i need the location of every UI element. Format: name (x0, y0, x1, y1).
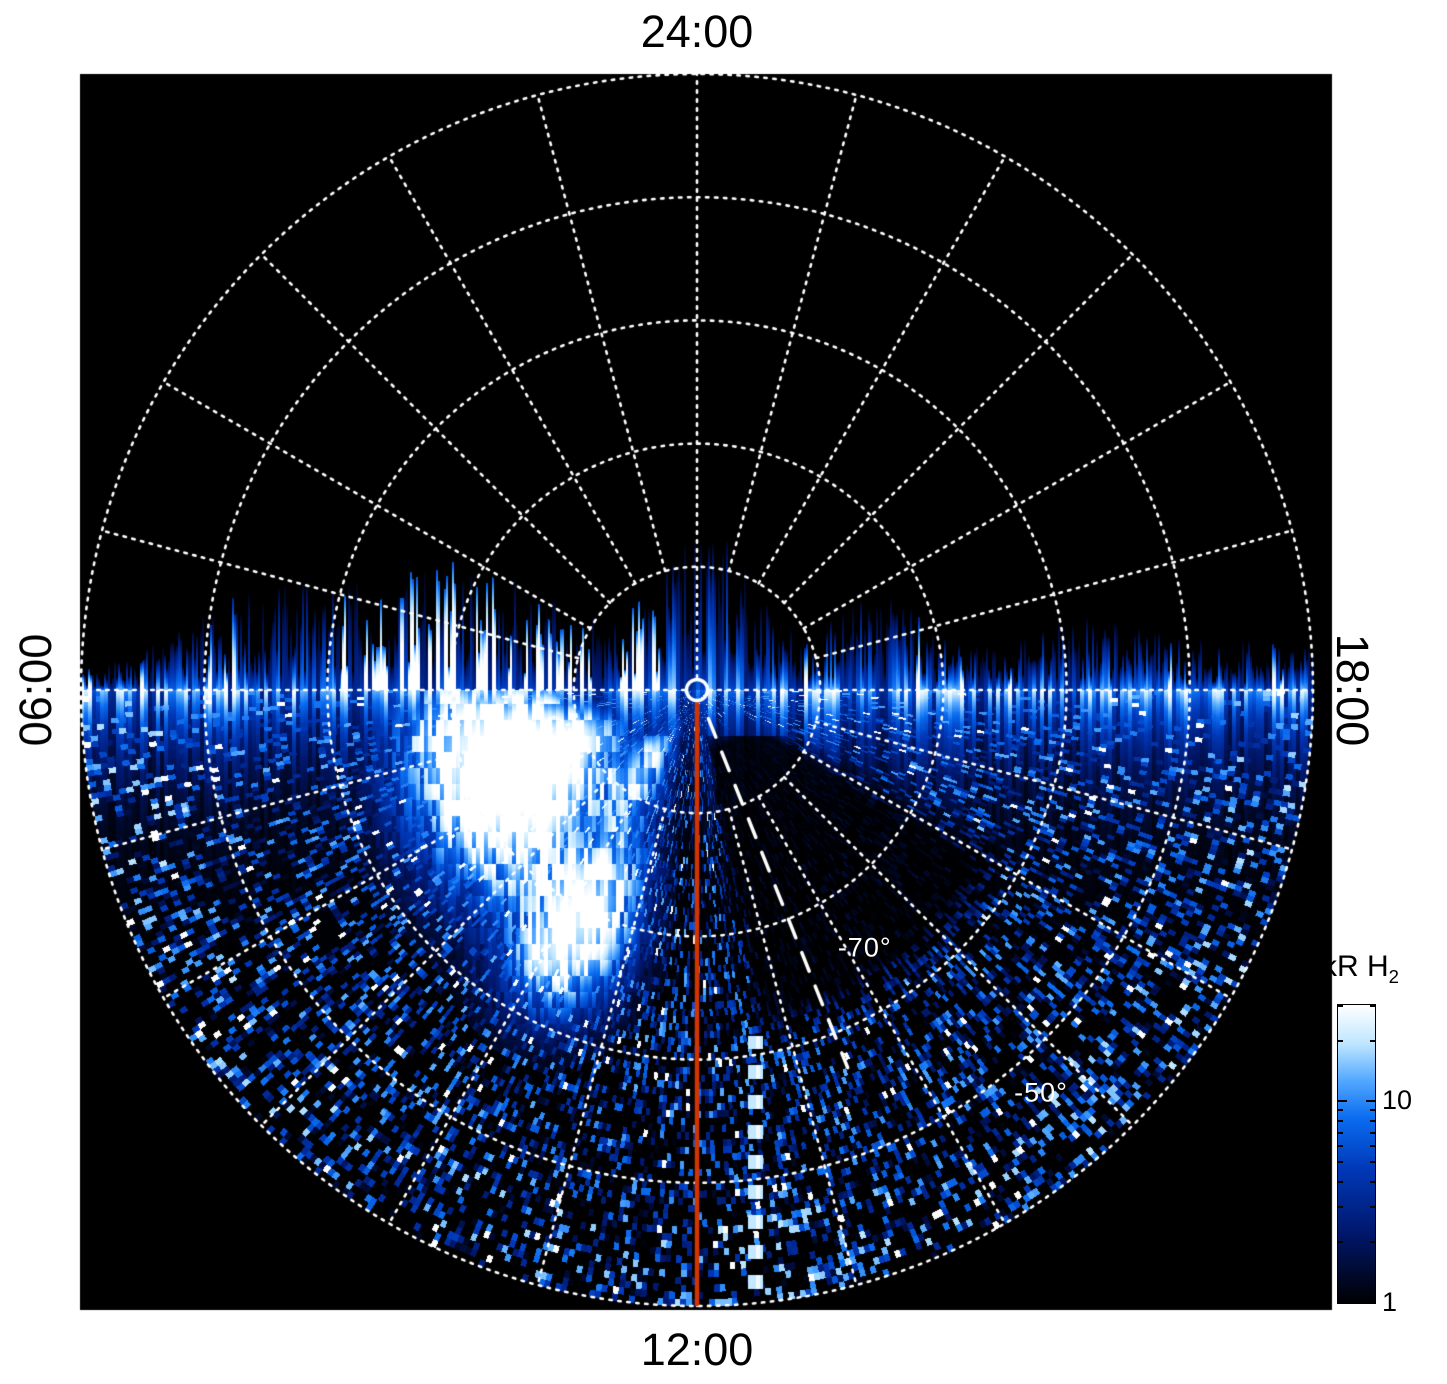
colorbar-tick (1338, 1301, 1347, 1303)
colorbar-title-subscript: 2 (1388, 966, 1400, 987)
colorbar-gradient (1337, 1004, 1376, 1304)
latitude-label-50: -50° (1014, 1077, 1068, 1108)
colorbar-tick (1338, 1100, 1347, 1103)
latitude-label-70: -70° (837, 932, 892, 963)
colorbar-tick-label-10: 10 (1382, 1085, 1413, 1116)
colorbar-tick (1366, 1100, 1375, 1103)
colorbar-tick (1366, 1301, 1375, 1303)
colorbar-tick (1338, 1005, 1343, 1007)
colorbar-title: kR H2 (1322, 950, 1399, 988)
colorbar-tick (1370, 1241, 1375, 1244)
colorbar-tick (1338, 1109, 1343, 1112)
colorbar-tick (1370, 1160, 1375, 1163)
colorbar-tick (1370, 1205, 1375, 1208)
colorbar-tick (1370, 1119, 1375, 1122)
colorbar: kR H2 10 1 (1322, 950, 1447, 1370)
colorbar-tick (1370, 1145, 1375, 1147)
colorbar-title-text: kR H (1322, 950, 1389, 983)
colorbar-tick (1370, 1180, 1375, 1183)
axis-label-dusk: 18:00 (1327, 633, 1378, 747)
colorbar-tick (1338, 1039, 1343, 1042)
colorbar-tick (1338, 1205, 1343, 1208)
colorbar-tick (1370, 1109, 1375, 1112)
axis-label-dawn: 06:00 (10, 633, 61, 747)
colorbar-tick (1338, 1241, 1343, 1244)
colorbar-tick (1338, 1131, 1343, 1134)
colorbar-tick (1370, 1005, 1375, 1007)
colorbar-tick-label-1: 1 (1382, 1287, 1398, 1317)
axis-label-noon: 12:00 (640, 1324, 754, 1375)
axis-label-midnight: 24:00 (640, 6, 754, 57)
colorbar-tick (1338, 1145, 1343, 1147)
colorbar-tick (1370, 1131, 1375, 1134)
colorbar-tick (1338, 1119, 1343, 1122)
colorbar-tick (1338, 1160, 1343, 1163)
colorbar-tick (1370, 1039, 1375, 1042)
colorbar-tick (1338, 1180, 1343, 1183)
